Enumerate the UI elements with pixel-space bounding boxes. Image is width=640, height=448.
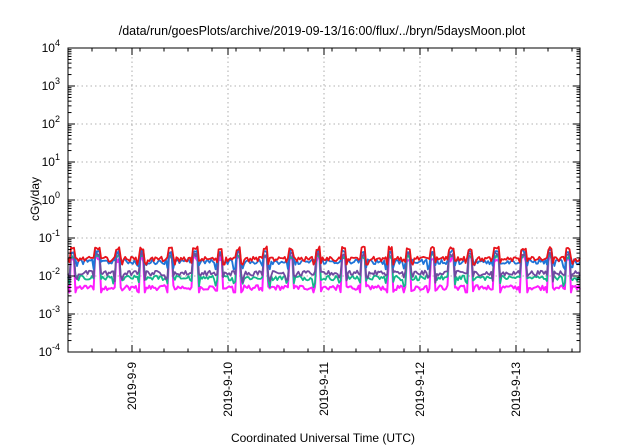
y-tick-label: 103 bbox=[42, 76, 60, 93]
y-tick-label: 104 bbox=[42, 38, 60, 55]
x-tick-labels: 2019-9-9 2019-9-10 2019-9-11 2019-9-12 2019-… bbox=[125, 362, 523, 417]
y-tick-label: 101 bbox=[42, 152, 60, 169]
x-tick-label: 2019-9-12 bbox=[413, 362, 427, 417]
y-tick-label: 10-4 bbox=[39, 342, 60, 359]
series-line bbox=[67, 245, 581, 266]
series-line bbox=[67, 254, 581, 294]
ticks bbox=[68, 47, 580, 353]
chart-title: /data/run/goesPlots/archive/2019-09-13/1… bbox=[119, 24, 526, 38]
x-tick-label: 2019-9-11 bbox=[317, 362, 331, 416]
grid bbox=[68, 48, 580, 352]
y-tick-label: 10-3 bbox=[39, 304, 60, 321]
y-tick-label: 10-1 bbox=[39, 228, 60, 245]
x-tick-label: 2019-9-10 bbox=[221, 362, 235, 417]
y-tick-label: 10-2 bbox=[39, 266, 60, 283]
x-tick-label: 2019-9-9 bbox=[125, 362, 139, 410]
y-tick-labels: 10-4 10-3 10-2 10-1 100 101 102 103 104 bbox=[39, 38, 60, 359]
y-tick-label: 100 bbox=[42, 190, 60, 207]
series-layer bbox=[67, 245, 581, 294]
x-tick-label: 2019-9-13 bbox=[509, 362, 523, 417]
x-axis-label: Coordinated Universal Time (UTC) bbox=[231, 431, 415, 445]
y-tick-label: 102 bbox=[42, 114, 60, 131]
y-axis-label: cGy/day bbox=[28, 177, 42, 221]
